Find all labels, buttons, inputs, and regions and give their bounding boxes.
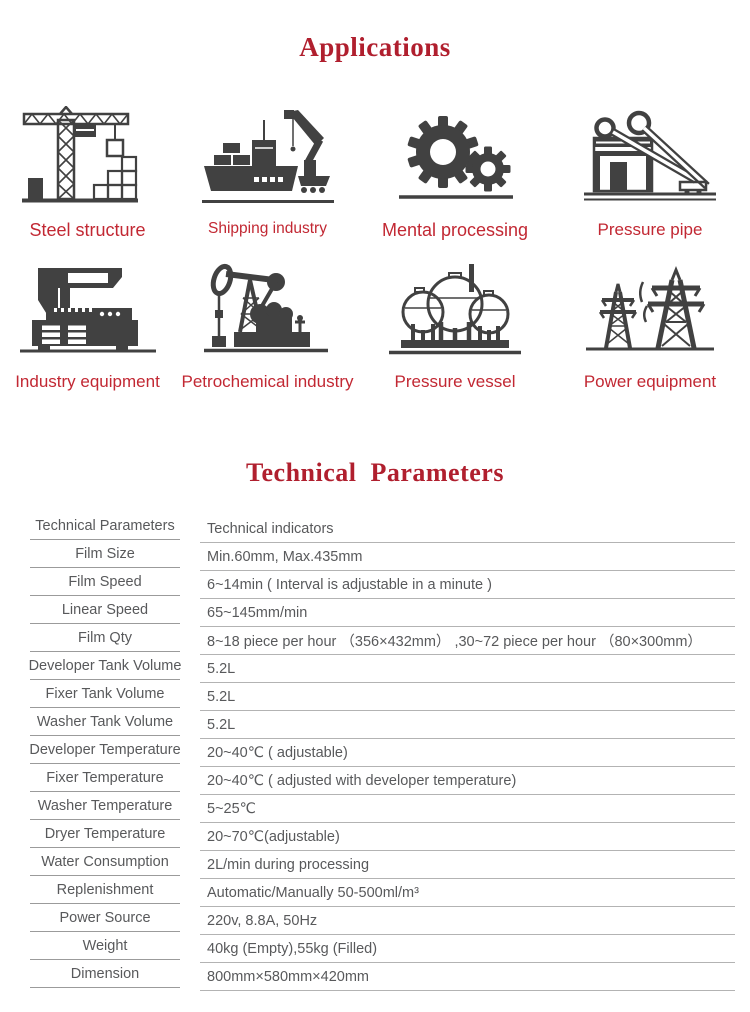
param-value: 20~70℃(adjustable): [200, 823, 735, 851]
oil-pump-jack-icon: [193, 258, 343, 358]
application-item-pressure-pipe: Pressure pipe: [550, 106, 750, 258]
cargo-ship-crane-icon: [193, 106, 343, 206]
table-row: Replenishment Automatic/Manually 50-500m…: [30, 876, 735, 907]
param-name: Film Qty: [30, 624, 180, 652]
param-value: 2L/min during processing: [200, 851, 735, 879]
param-value: 6~14min ( Interval is adjustable in a mi…: [200, 571, 735, 599]
application-item-pressure-vessel: Pressure vessel: [360, 258, 550, 410]
application-label: Power equipment: [583, 372, 717, 391]
param-value: 65~145mm/min: [200, 599, 735, 627]
table-row: Dryer Temperature 20~70℃(adjustable): [30, 820, 735, 851]
param-value: 5~25℃: [200, 795, 735, 823]
param-value: 20~40℃ ( adjustable): [200, 739, 735, 767]
param-name: Film Speed: [30, 568, 180, 596]
table-row: Developer Tank Volume 5.2L: [29, 652, 735, 683]
application-item-steel-structure: Steel structure: [0, 106, 175, 258]
industrial-machine-icon: [13, 258, 163, 358]
table-row: Power Source 220v, 8.8A, 50Hz: [30, 904, 735, 935]
table-row: Washer Tank Volume 5.2L: [30, 708, 735, 739]
param-value: 800mm×580mm×420mm: [200, 963, 735, 991]
table-row: Water Consumption 2L/min during processi…: [30, 848, 735, 879]
param-value: 5.2L: [200, 711, 735, 739]
param-name: Fixer Tank Volume: [30, 680, 180, 708]
technical-parameters-table: Technical Parameters Technical indicator…: [29, 512, 735, 991]
application-label: Petrochemical industry: [181, 372, 354, 391]
application-item-power-equipment: Power equipment: [550, 258, 750, 410]
application-label: Industry equipment: [15, 372, 160, 391]
param-value: 8~18 piece per hour （356×432mm） ,30~72 p…: [200, 627, 735, 655]
table-row: Developer Temperature 20~40℃ ( adjustabl…: [29, 736, 735, 767]
param-name: Replenishment: [30, 876, 180, 904]
param-value: Min.60mm, Max.435mm: [200, 543, 735, 571]
application-label: Pressure pipe: [597, 220, 703, 239]
param-value: 5.2L: [200, 655, 735, 683]
application-label: Mental processing: [381, 220, 529, 240]
param-name: Technical Parameters: [30, 512, 180, 540]
param-name: Fixer Temperature: [30, 764, 180, 792]
application-label: Pressure vessel: [394, 372, 516, 391]
applications-section-title: Applications: [299, 32, 451, 62]
param-name: Power Source: [30, 904, 180, 932]
param-value: Technical indicators: [200, 515, 735, 543]
pressure-pipe-icon: [575, 106, 725, 206]
param-value: 40kg (Empty),55kg (Filled): [200, 935, 735, 963]
param-name: Washer Tank Volume: [30, 708, 180, 736]
param-value: 5.2L: [200, 683, 735, 711]
technical-parameters-section-title: Technical Parameters: [246, 458, 504, 487]
param-name: Dryer Temperature: [30, 820, 180, 848]
applications-grid: Steel structure: [0, 106, 750, 410]
table-row: Technical Parameters Technical indicator…: [30, 512, 735, 543]
table-row: Washer Temperature 5~25℃: [30, 792, 735, 823]
application-item-industry-equipment: Industry equipment: [0, 258, 175, 410]
tower-crane-icon: [13, 106, 163, 206]
param-name: Water Consumption: [30, 848, 180, 876]
table-row: Film Size Min.60mm, Max.435mm: [30, 540, 735, 571]
application-label: Steel structure: [29, 220, 146, 240]
param-name: Film Size: [30, 540, 180, 568]
table-row: Fixer Tank Volume 5.2L: [30, 680, 735, 711]
param-value: 20~40℃ ( adjusted with developer tempera…: [200, 767, 735, 795]
storage-tanks-icon: [380, 258, 530, 358]
param-name: Developer Tank Volume: [29, 652, 181, 680]
application-item-petrochemical-industry: Petrochemical industry: [175, 258, 360, 410]
table-row: Fixer Temperature 20~40℃ ( adjusted with…: [30, 764, 735, 795]
table-row: Dimension 800mm×580mm×420mm: [30, 960, 735, 991]
application-item-mental-processing: Mental processing: [360, 106, 550, 258]
table-row: Weight 40kg (Empty),55kg (Filled): [30, 932, 735, 963]
param-name: Dimension: [30, 960, 180, 988]
gears-icon: [380, 106, 530, 206]
param-name: Weight: [30, 932, 180, 960]
param-value: 220v, 8.8A, 50Hz: [200, 907, 735, 935]
application-label: Shipping industry: [208, 220, 327, 237]
param-name: Linear Speed: [30, 596, 180, 624]
table-row: Film Qty 8~18 piece per hour （356×432mm）…: [30, 624, 735, 655]
param-name: Washer Temperature: [30, 792, 180, 820]
transmission-towers-icon: [575, 258, 725, 358]
application-item-shipping-industry: Shipping industry: [175, 106, 360, 258]
table-row: Linear Speed 65~145mm/min: [30, 596, 735, 627]
param-name: Developer Temperature: [29, 736, 181, 764]
param-value: Automatic/Manually 50-500ml/m³: [200, 879, 735, 907]
table-row: Film Speed 6~14min ( Interval is adjusta…: [30, 568, 735, 599]
